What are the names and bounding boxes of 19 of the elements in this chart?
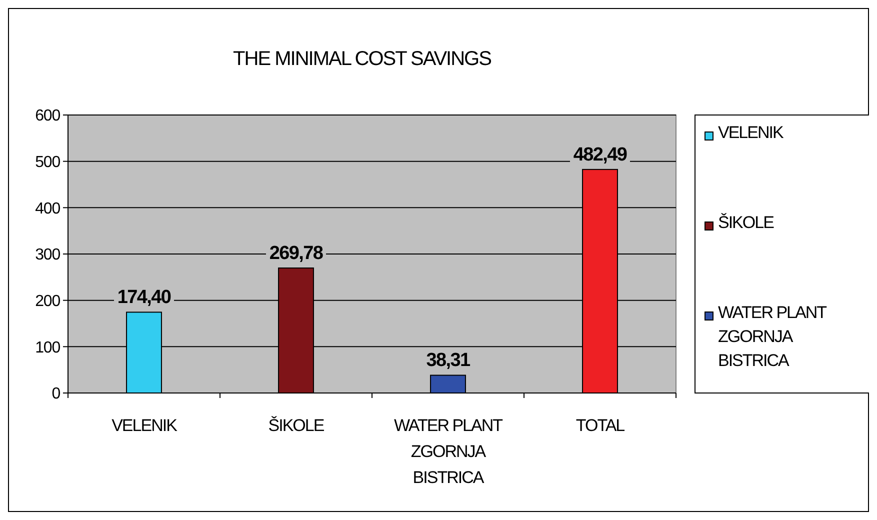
y-tick-label: 0 — [52, 386, 61, 403]
data-label: 38,31 — [426, 350, 472, 372]
chart-title: THE MINIMAL COST SAVINGS — [233, 48, 492, 70]
data-label: 174,40 — [117, 287, 171, 308]
y-tick-label: 300 — [35, 246, 61, 264]
y-tick-label: 200 — [35, 292, 61, 310]
legend-label: VELENIK — [718, 123, 784, 142]
y-tick-label: 100 — [35, 339, 61, 356]
y-tick-label: 600 — [35, 108, 61, 125]
y-tick-label: 500 — [35, 154, 61, 171]
x-tick-label: ŠIKOLE — [268, 416, 324, 435]
legend-label: ŠIKOLE — [718, 213, 774, 232]
y-tick-label: 400 — [35, 200, 61, 218]
data-label: 482,49 — [573, 144, 627, 166]
legend-label: WATER PLANT ZGORNJA BISTRICA — [718, 303, 827, 370]
x-tick-label: VELENIK — [112, 416, 178, 435]
x-tick-label: WATER PLANT ZGORNJA BISTRICA — [394, 416, 503, 487]
x-tick-label: TOTAL — [576, 416, 625, 435]
data-label: 269,78 — [269, 243, 323, 264]
